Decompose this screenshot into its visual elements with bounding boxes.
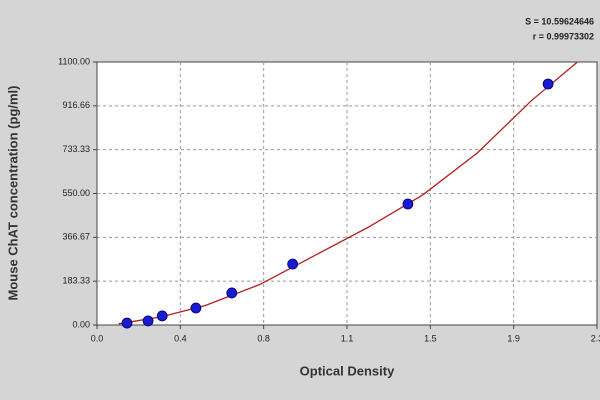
- data-point: [402, 198, 414, 210]
- x-tick-label: 1.1: [341, 333, 354, 343]
- y-tick-label: 916.66: [62, 100, 90, 110]
- y-tick-label: 550.00: [62, 188, 90, 198]
- y-tick-label: 183.33: [62, 276, 90, 286]
- data-point: [121, 317, 133, 329]
- stat-r: r = 0.99973302: [533, 31, 594, 41]
- data-point: [287, 258, 299, 270]
- y-tick-label: 0.00: [72, 319, 90, 329]
- x-axis-title: Optical Density: [300, 363, 395, 378]
- fit-curve: [118, 61, 578, 325]
- data-point: [156, 310, 168, 322]
- stat-s: S = 10.59624646: [525, 16, 594, 26]
- data-point: [542, 78, 554, 90]
- x-tick-label: 0.0: [91, 333, 104, 343]
- y-tick-label: 366.67: [62, 232, 90, 242]
- x-tick-label: 1.5: [424, 333, 437, 343]
- y-tick-label: 733.33: [62, 144, 90, 154]
- data-point: [142, 315, 154, 327]
- x-tick-label: 2.3: [591, 333, 600, 343]
- x-tick-label: 0.4: [174, 333, 187, 343]
- y-axis-title: Mouse ChAT concentration (pg/ml): [5, 86, 20, 301]
- x-tick-label: 1.9: [507, 333, 520, 343]
- y-tick-label: 1100.00: [58, 56, 90, 66]
- data-point: [190, 302, 202, 314]
- x-tick-label: 0.8: [257, 333, 270, 343]
- data-point: [226, 287, 238, 299]
